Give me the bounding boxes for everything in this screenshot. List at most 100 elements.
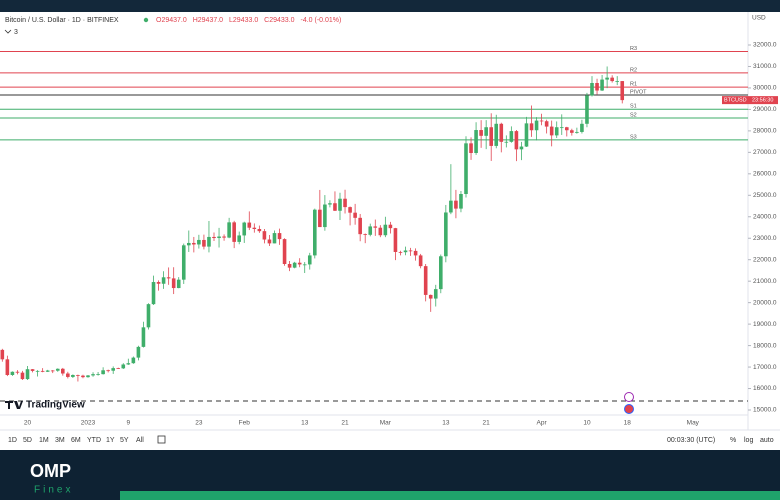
ohlc-header: O29437.0 H29437.0 L29433.0 C29433.0 -4.0… xyxy=(156,17,341,24)
candle-body xyxy=(509,131,514,142)
x-tick-label: 10 xyxy=(583,420,591,427)
y-tick-label: 21000.0 xyxy=(753,278,777,285)
range-button[interactable]: 1Y xyxy=(106,437,115,444)
range-button[interactable]: 1D xyxy=(8,437,17,444)
candle-body xyxy=(323,204,327,228)
pivot-level-label: S2 xyxy=(630,112,637,118)
candle-body xyxy=(45,370,50,372)
candle-body xyxy=(25,369,30,380)
candle-body xyxy=(151,282,156,305)
candle-body xyxy=(428,294,433,299)
range-button[interactable]: 3M xyxy=(55,437,65,444)
candle-body xyxy=(383,224,388,236)
candle-body xyxy=(459,194,463,209)
candle-body xyxy=(50,370,55,372)
candle-body xyxy=(121,364,126,369)
candle-body xyxy=(136,346,141,358)
candle-body xyxy=(237,235,241,242)
candle-body xyxy=(549,126,554,136)
chart-title: Bitcoin / U.S. Dollar · 1D · BITFINEX xyxy=(5,17,119,24)
candle-body xyxy=(504,141,509,143)
pivot-level-label: S3 xyxy=(630,134,637,140)
candle-body xyxy=(242,222,247,236)
candle-body xyxy=(61,368,65,374)
y-tick-label: 27000.0 xyxy=(753,149,777,156)
candle-body xyxy=(146,304,151,328)
candle-body xyxy=(106,370,110,372)
candle-body xyxy=(287,264,292,268)
event-icon[interactable] xyxy=(624,392,634,402)
candle-body xyxy=(494,123,499,146)
candle-body xyxy=(192,242,196,245)
range-button[interactable]: 5D xyxy=(23,437,32,444)
candle-body xyxy=(81,375,85,378)
footer-stripe xyxy=(120,491,780,500)
y-tick-label: 28000.0 xyxy=(753,128,777,135)
pivot-level-label: R2 xyxy=(630,67,637,73)
range-button[interactable]: All xyxy=(136,437,144,444)
x-tick-label: 21 xyxy=(483,420,491,427)
candle-body xyxy=(252,227,257,230)
indicator-toggle[interactable] xyxy=(4,29,12,34)
header-change: -4.0 (-0.01%) xyxy=(300,17,341,24)
candle-body xyxy=(187,242,191,246)
x-tick-label: 9 xyxy=(127,420,131,427)
countdown-tag: 23:56:30 xyxy=(752,98,773,104)
y-tick-label: 29000.0 xyxy=(753,106,777,113)
clock: 00:03:30 (UTC) xyxy=(667,437,715,444)
range-button[interactable]: YTD xyxy=(87,437,101,444)
candle-body xyxy=(91,374,95,376)
candle-body xyxy=(15,371,20,373)
flag-icon[interactable] xyxy=(624,404,634,414)
candle-body xyxy=(202,239,206,247)
candle-body xyxy=(292,262,297,268)
candle-body xyxy=(277,233,282,240)
candle-body xyxy=(247,222,252,228)
indicator-count[interactable]: 3 xyxy=(14,29,18,36)
log-toggle[interactable]: log xyxy=(744,437,753,444)
candle-body xyxy=(514,131,519,150)
candle-body xyxy=(595,83,599,91)
candle-body xyxy=(66,373,70,377)
range-button[interactable]: 6M xyxy=(71,437,81,444)
header-open: O29437.0 xyxy=(156,17,187,24)
x-tick-label: Apr xyxy=(537,420,548,427)
candle-body xyxy=(439,256,443,290)
candle-body xyxy=(539,120,544,122)
candle-body xyxy=(534,120,539,131)
candle-body xyxy=(544,121,549,127)
candle-body xyxy=(282,239,287,264)
bottom-toolbar xyxy=(0,430,780,450)
candle-body xyxy=(181,245,186,280)
candle-body xyxy=(5,359,10,376)
candle-body xyxy=(161,277,166,284)
candle-body xyxy=(30,369,35,371)
candle-body xyxy=(111,368,115,371)
candle-body xyxy=(262,231,267,240)
y-tick-label: 32000.0 xyxy=(753,42,777,49)
candle-body xyxy=(620,81,625,101)
candle-body xyxy=(413,250,418,256)
candle-body xyxy=(166,277,171,279)
candle-body xyxy=(615,81,619,82)
candle-body xyxy=(297,262,302,265)
candle-body xyxy=(388,224,393,229)
brand-subtitle: Finex xyxy=(34,485,73,496)
candle-body xyxy=(464,143,468,195)
candle-body xyxy=(398,251,403,253)
percent-toggle[interactable]: % xyxy=(730,437,736,444)
candle-body xyxy=(333,203,337,211)
calendar-button[interactable] xyxy=(157,435,166,444)
auto-toggle[interactable]: auto xyxy=(760,437,774,444)
candle-body xyxy=(565,127,569,131)
range-button[interactable]: 5Y xyxy=(120,437,129,444)
candle-body xyxy=(197,239,201,245)
x-tick-label: May xyxy=(687,420,700,427)
x-tick-label: 18 xyxy=(624,420,632,427)
range-button[interactable]: 1M xyxy=(39,437,49,444)
candle-body xyxy=(212,236,216,239)
candle-body xyxy=(454,200,458,209)
candle-body xyxy=(444,212,448,257)
header-high: H29437.0 xyxy=(193,17,223,24)
